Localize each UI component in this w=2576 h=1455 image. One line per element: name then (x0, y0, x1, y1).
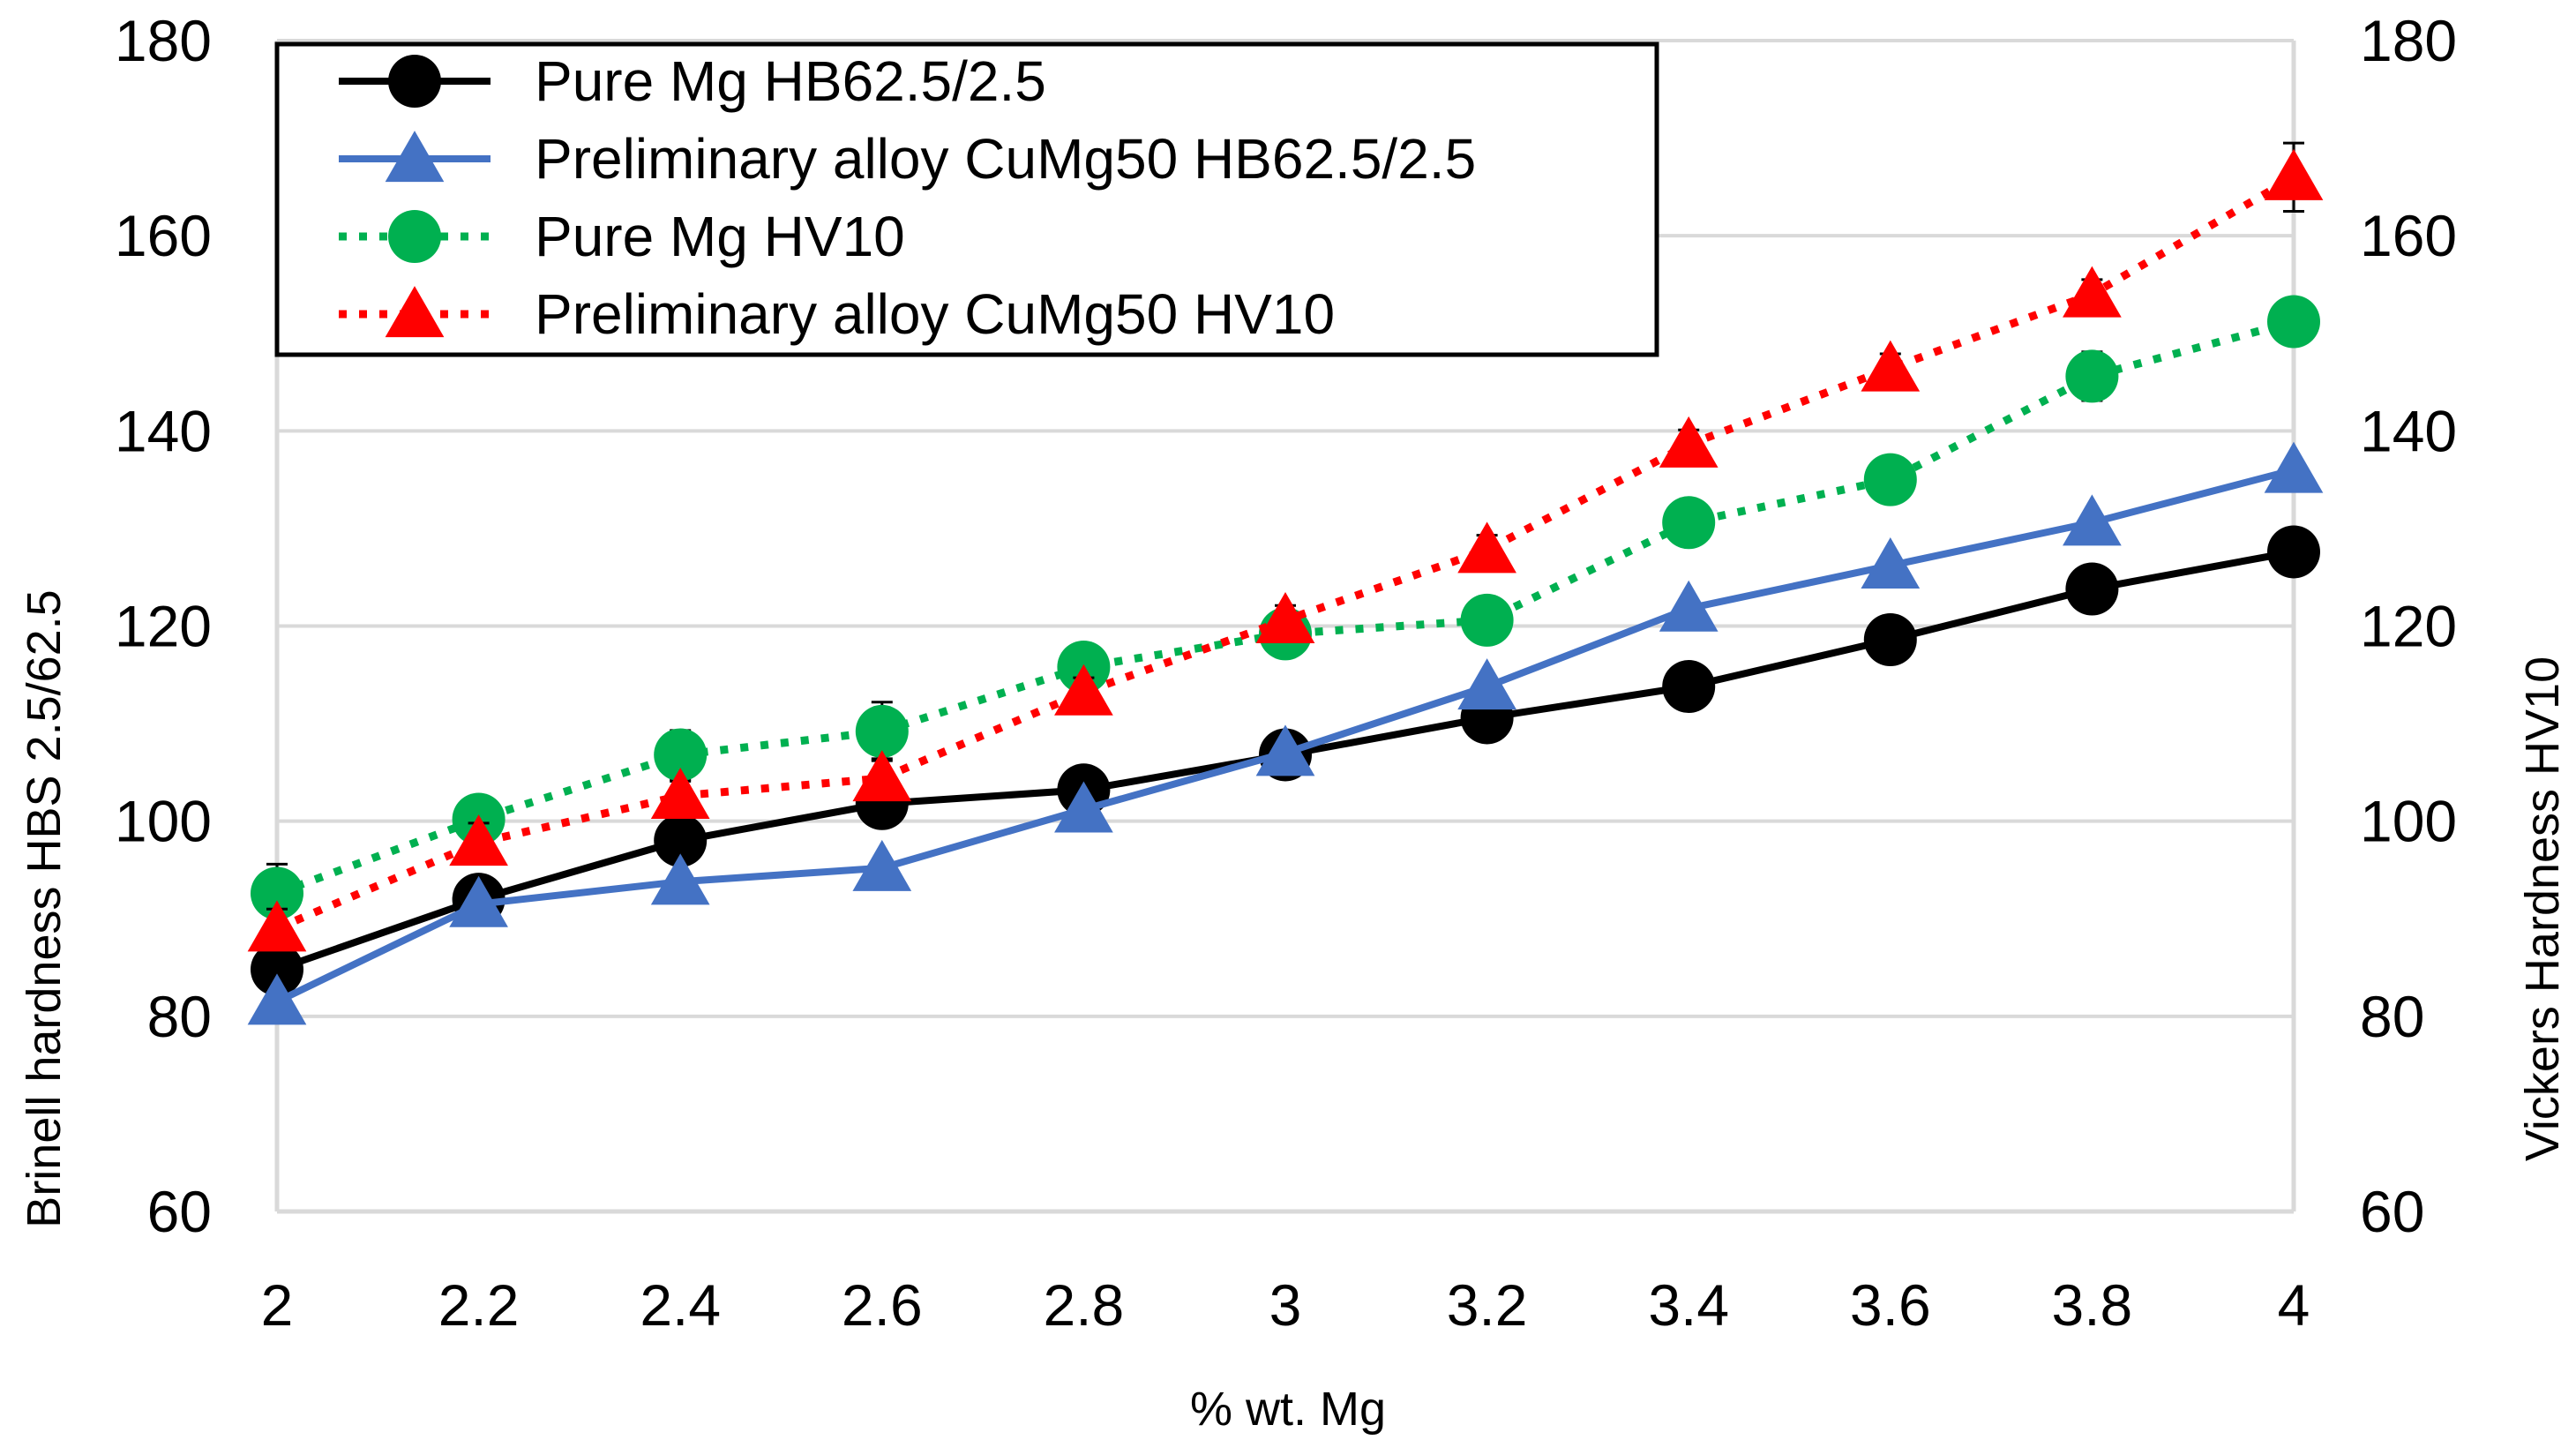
data-point (251, 942, 303, 996)
left-y-tick-180: 180 (115, 8, 212, 73)
data-point (2267, 295, 2320, 349)
data-point (247, 900, 307, 952)
legend-label: Pure Mg HV10 (535, 205, 905, 268)
right-y-tick-100: 100 (2360, 789, 2457, 854)
x-tick-2.8: 2.8 (1044, 1272, 1125, 1338)
data-point (852, 750, 912, 802)
legend-marker (385, 131, 445, 183)
legend-entry-preliminary-alloy-cumg50-hb62-5-2-5: Preliminary alloy CuMg50 HB62.5/2.5 (339, 127, 1476, 191)
x-tick-3.4: 3.4 (1648, 1272, 1729, 1338)
x-tick-2: 2 (261, 1272, 294, 1338)
data-point (449, 814, 508, 866)
right-y-axis-title: Vickers Hardness HV10 (2516, 656, 2569, 1161)
data-point (1457, 658, 1516, 710)
data-point (654, 814, 708, 867)
data-point (1659, 416, 1719, 468)
data-point (650, 768, 710, 820)
legend-entry-pure-mg-hv10: Pure Mg HV10 (339, 205, 905, 268)
series-pure-mg-hv10 (251, 295, 2320, 925)
data-point (449, 875, 508, 927)
data-point (1863, 612, 1917, 666)
left-y-tick-120: 120 (115, 594, 212, 659)
legend-entry-preliminary-alloy-cumg50-hv10: Preliminary alloy CuMg50 HV10 (339, 282, 1335, 346)
data-point (1457, 521, 1516, 574)
x-tick-2.6: 2.6 (842, 1272, 923, 1338)
data-point (1054, 664, 1113, 716)
right-y-tick-60: 60 (2360, 1179, 2424, 1244)
left-y-tick-100: 100 (115, 789, 212, 854)
data-point (1659, 580, 1719, 632)
data-point (1255, 591, 1315, 643)
data-point (1861, 340, 1921, 392)
data-point (2063, 266, 2122, 318)
right-y-tick-180: 180 (2360, 8, 2457, 73)
right-y-tick-labels: 60 80 100 120 140 160 180 (2360, 8, 2457, 1244)
left-y-tick-60: 60 (147, 1179, 212, 1244)
legend: Pure Mg HB62.5/2.5 Preliminary alloy CuMg… (274, 41, 1659, 357)
x-tick-labels: 2 2.2 2.4 2.6 2.8 3 3.2 3.4 3.6 3.8 4 (261, 1272, 2310, 1338)
legend-marker (388, 55, 441, 108)
legend-label: Preliminary alloy CuMg50 HV10 (535, 282, 1335, 346)
left-y-tick-labels: 60 80 100 120 140 160 180 (115, 8, 212, 1244)
data-point (2065, 349, 2119, 403)
left-y-tick-140: 140 (115, 398, 212, 463)
data-point (650, 853, 710, 905)
x-tick-3: 3 (1269, 1272, 1302, 1338)
right-y-tick-140: 140 (2360, 398, 2457, 463)
legend-marker (385, 286, 445, 338)
x-tick-2.2: 2.2 (438, 1272, 520, 1338)
data-point (1863, 453, 1917, 506)
data-point (855, 704, 909, 758)
data-point (2267, 525, 2320, 579)
data-point (2063, 494, 2122, 546)
data-point (247, 973, 307, 1025)
data-point (654, 728, 708, 782)
right-y-tick-120: 120 (2360, 594, 2457, 659)
series-preliminary-alloy-cumg50-hb62-5-2-5 (247, 441, 2324, 1025)
x-tick-3.8: 3.8 (2052, 1272, 2133, 1338)
series-layer (247, 141, 2324, 1025)
data-point (1460, 593, 1514, 647)
legend-box (274, 41, 1659, 357)
data-point (1255, 724, 1315, 776)
right-y-tick-160: 160 (2360, 203, 2457, 268)
left-y-axis-title: Brinell hardness HBS 2.5/62.5 (18, 589, 71, 1227)
legend-entry-pure-mg-hb62-5-2-5: Pure Mg HB62.5/2.5 (339, 49, 1046, 113)
legend-label: Preliminary alloy CuMg50 HB62.5/2.5 (535, 127, 1476, 191)
left-y-tick-80: 80 (147, 984, 212, 1049)
data-point (1662, 496, 1716, 550)
legend-marker (388, 210, 441, 263)
x-tick-4: 4 (2278, 1272, 2310, 1338)
series-preliminary-alloy-cumg50-hv10 (247, 141, 2324, 952)
data-point (2264, 441, 2324, 493)
x-tick-3.6: 3.6 (1850, 1272, 1931, 1338)
x-tick-3.2: 3.2 (1447, 1272, 1528, 1338)
data-point (1662, 660, 1716, 714)
legend-label: Pure Mg HB62.5/2.5 (535, 49, 1046, 113)
legend-items: Pure Mg HB62.5/2.5 Preliminary alloy CuMg… (339, 49, 1476, 346)
x-axis-title: % wt. Mg (1190, 1383, 1386, 1436)
data-point (1054, 781, 1113, 833)
data-point (251, 866, 303, 920)
left-y-tick-160: 160 (115, 203, 212, 268)
data-point (1861, 537, 1921, 589)
x-tick-2.4: 2.4 (640, 1272, 721, 1338)
data-point (2264, 148, 2324, 200)
data-point (2065, 562, 2119, 616)
right-y-tick-80: 80 (2360, 984, 2424, 1049)
data-point (852, 839, 912, 891)
